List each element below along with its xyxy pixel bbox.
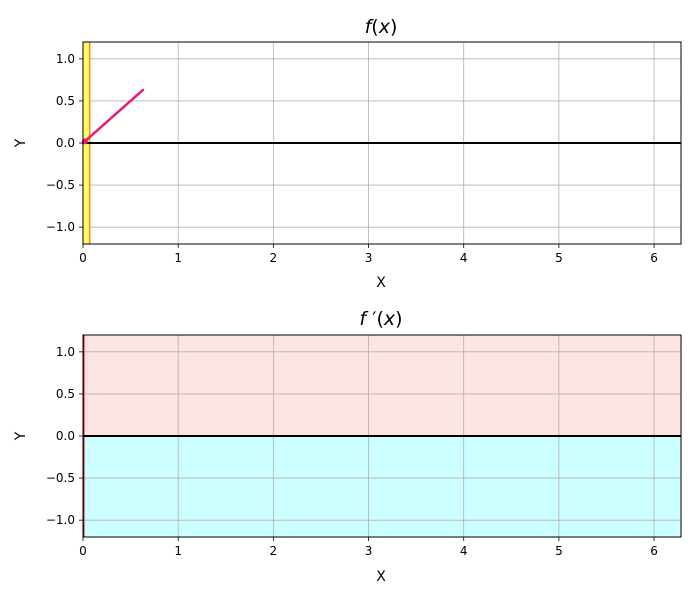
plot-layer: 0 1 2 3 4 5 6 −1.0 −0.5 0.0 0.5 1.0 xyxy=(46,334,682,558)
title-f-x: x xyxy=(378,16,391,38)
title-f-paren-close: ) xyxy=(390,16,397,38)
x-tick-label: 5 xyxy=(555,251,563,265)
x-tick-label: 4 xyxy=(460,544,468,558)
x-tick-label: 4 xyxy=(460,251,468,265)
x-tick-label: 1 xyxy=(174,544,182,558)
series-line xyxy=(81,88,145,145)
x-tick-label: 6 xyxy=(650,251,658,265)
y-tick-label: 1.0 xyxy=(56,345,75,359)
plot-f: 0 1 2 3 4 5 6 −1.0 −0.5 0.0 0.5 1.0 f(x) X Y xyxy=(13,16,682,291)
negative-region xyxy=(83,436,681,537)
y-tick-label: 0.0 xyxy=(56,429,75,443)
title-fp-prime: ′ xyxy=(366,308,376,330)
title-fp-letter: f xyxy=(359,308,369,330)
title-f-paren-open: ( xyxy=(371,16,378,38)
y-tick-label: −1.0 xyxy=(46,513,75,527)
positive-region xyxy=(83,335,681,436)
y-tick-label: 1.0 xyxy=(56,52,75,66)
x-tick-label: 5 xyxy=(555,544,563,558)
plot-f-ylabel: Y xyxy=(13,138,29,148)
y-tick-label: 0.5 xyxy=(56,387,75,401)
x-tick-label: 0 xyxy=(79,251,87,265)
plot-f-prime-ylabel: Y xyxy=(13,431,29,441)
y-tick-label: −0.5 xyxy=(46,178,75,192)
plot-layer: 0 1 2 3 4 5 6 −1.0 −0.5 0.0 0.5 1.0 xyxy=(46,41,682,265)
x-tick-label: 1 xyxy=(174,251,182,265)
x-tick-label: 6 xyxy=(650,544,658,558)
plot-f-prime-xlabel: X xyxy=(376,569,386,585)
title-fp-x: x xyxy=(383,308,396,330)
x-tick-label: 3 xyxy=(365,251,373,265)
plot-f-prime: 0 1 2 3 4 5 6 −1.0 −0.5 0.0 0.5 1.0 f ′(x) X Y xyxy=(13,308,682,585)
y-tick-label: −0.5 xyxy=(46,471,75,485)
plot-f-xlabel: X xyxy=(376,275,386,291)
title-f-letter: f xyxy=(365,16,375,38)
plot-f-prime-title: f ′(x) xyxy=(359,308,402,330)
title-fp-paren-open: ( xyxy=(376,308,383,330)
title-fp-paren-close: ) xyxy=(395,308,402,330)
plot-f-title: f(x) xyxy=(365,16,398,38)
x-tick-label: 3 xyxy=(365,544,373,558)
y-tick-label: −1.0 xyxy=(46,220,75,234)
x-tick-label: 0 xyxy=(79,544,87,558)
x-tick-label: 2 xyxy=(270,251,278,265)
y-tick-label: 0.5 xyxy=(56,94,75,108)
x-tick-label: 2 xyxy=(270,544,278,558)
y-tick-label: 0.0 xyxy=(56,136,75,150)
